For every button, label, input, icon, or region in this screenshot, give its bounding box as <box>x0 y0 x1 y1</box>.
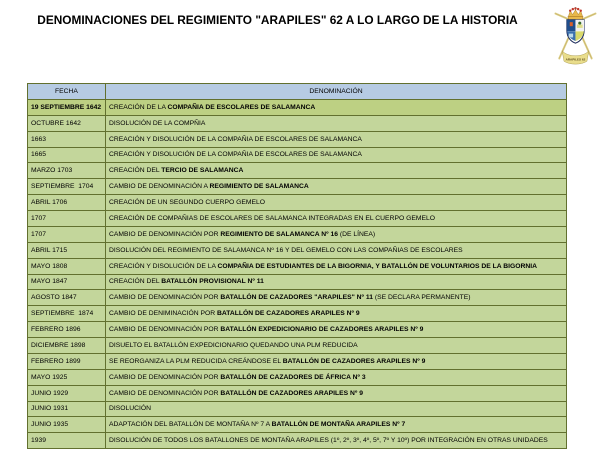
svg-text:ARAPILES 62: ARAPILES 62 <box>566 57 586 61</box>
